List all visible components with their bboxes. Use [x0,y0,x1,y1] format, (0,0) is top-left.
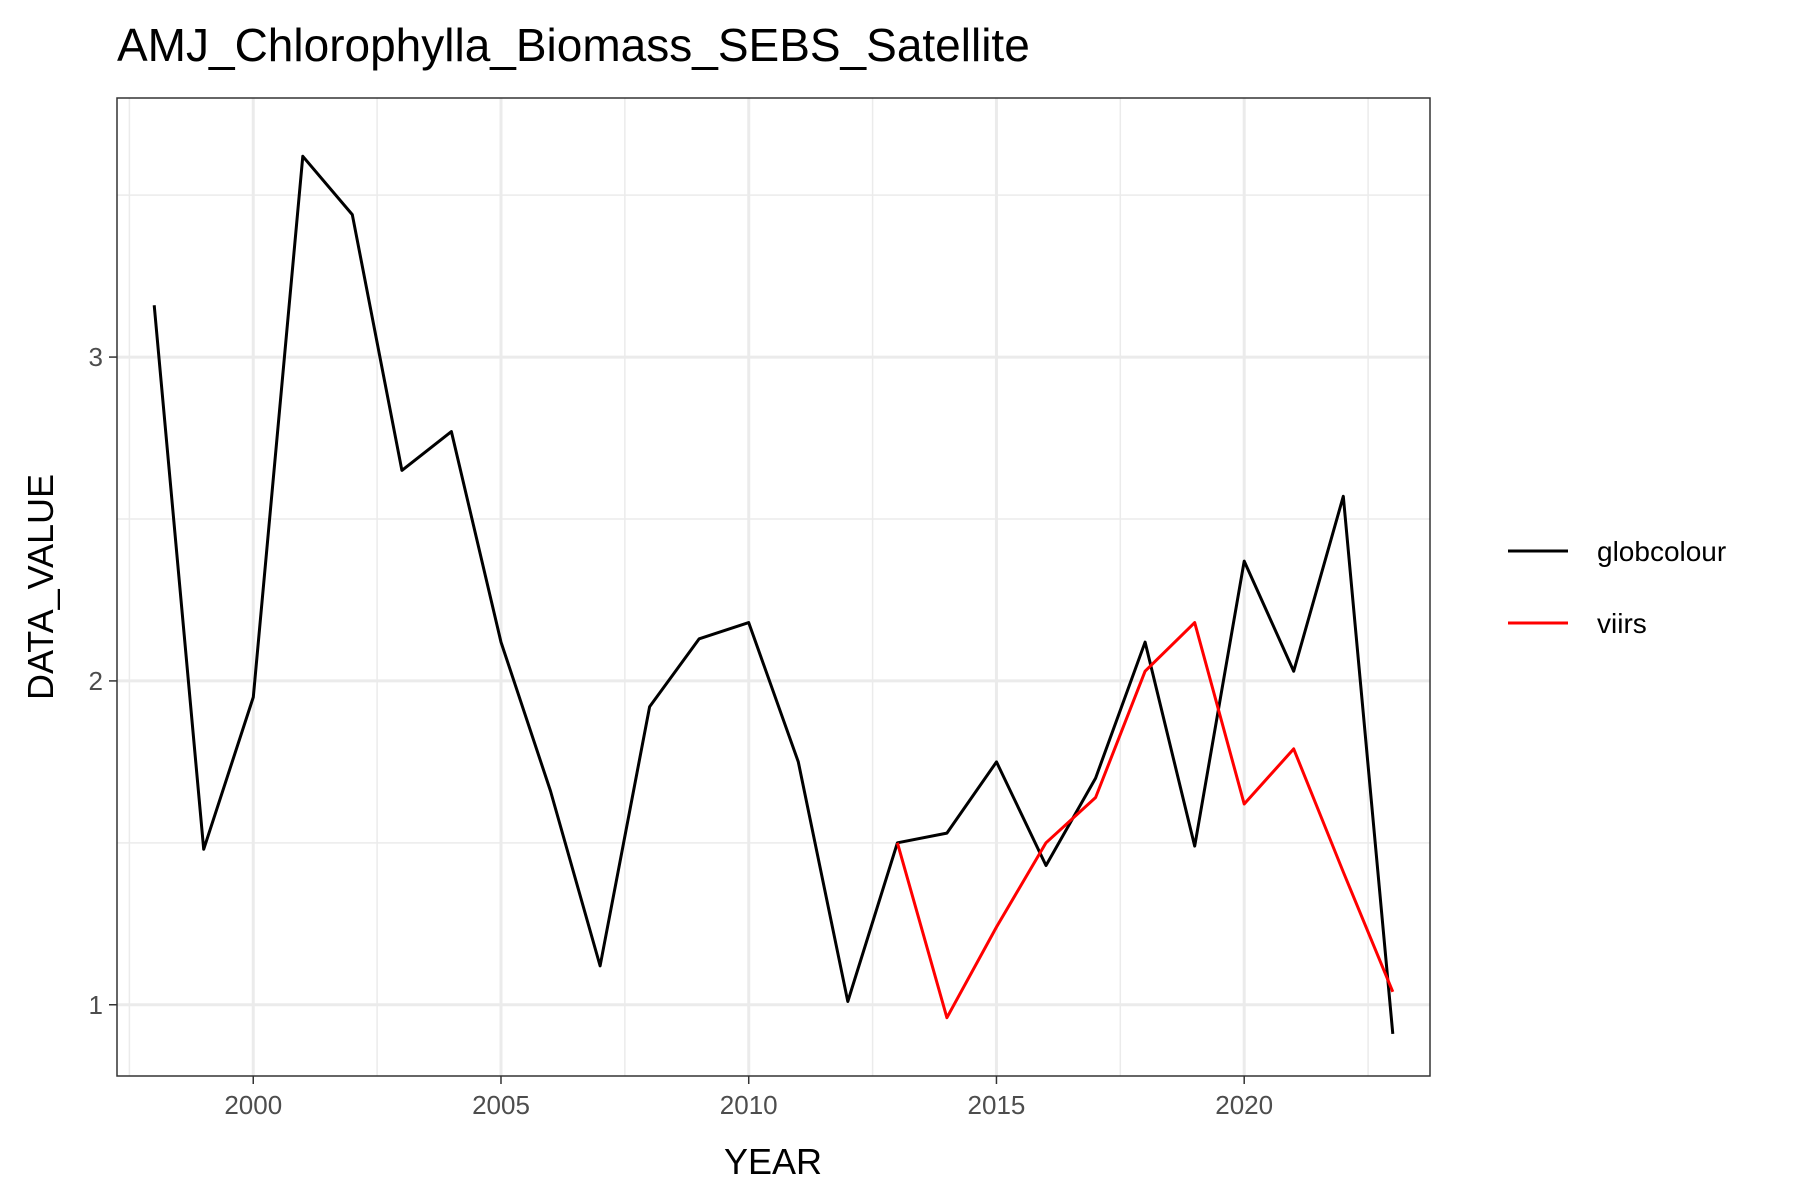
x-tick-label: 2020 [1215,1090,1273,1120]
legend-label-viirs: viirs [1597,608,1647,639]
legend-label-globcolour: globcolour [1597,536,1726,567]
series-line-globcolour [152,154,1395,1035]
x-tick-label: 2010 [720,1090,778,1120]
y-tick-label: 2 [89,666,103,696]
chart-title: AMJ_Chlorophylla_Biomass_SEBS_Satellite [117,19,1030,71]
major-gridlines [117,98,1430,1076]
y-axis-title: DATA_VALUE [20,474,61,700]
y-tick-label: 3 [89,342,103,372]
x-tick-label: 2005 [472,1090,530,1120]
plot-panel-background [117,98,1430,1076]
x-tick-label: 2015 [968,1090,1026,1120]
series-layer [152,154,1395,1035]
y-tick-labels: 1 2 3 [89,342,103,1020]
legend: globcolour viirs [1508,536,1726,639]
series-line-viirs [895,621,1395,1020]
x-tick-label: 2000 [224,1090,282,1120]
plot-panel-border [116,97,1431,1077]
axis-ticks [109,356,1245,1084]
x-axis-title: YEAR [724,1141,822,1182]
x-tick-labels: 2000 2005 2010 2015 2020 [224,1090,1273,1120]
y-tick-label: 1 [89,990,103,1020]
